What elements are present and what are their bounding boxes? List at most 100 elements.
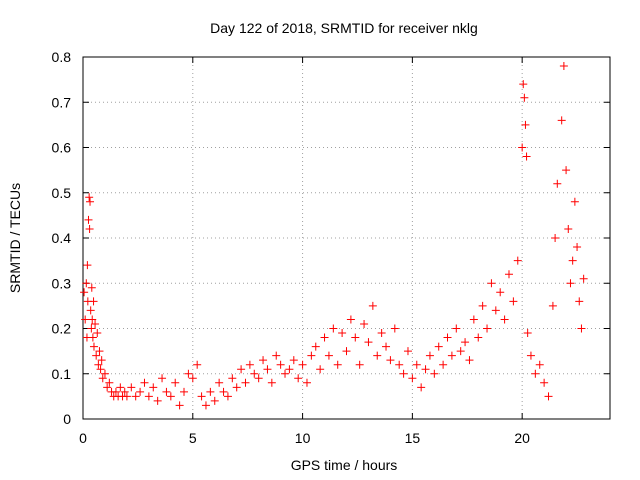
data-point xyxy=(302,378,311,387)
data-point xyxy=(87,324,96,333)
data-point xyxy=(193,360,202,369)
data-point xyxy=(166,392,175,401)
data-point xyxy=(82,279,91,288)
data-point xyxy=(81,315,90,324)
y-tick-label: 0.7 xyxy=(52,94,72,110)
data-point xyxy=(575,297,584,306)
x-tick-label: 5 xyxy=(189,430,197,446)
data-point xyxy=(573,243,582,252)
data-point xyxy=(509,297,518,306)
x-tick-label: 20 xyxy=(514,430,530,446)
data-point xyxy=(184,369,193,378)
grid xyxy=(83,57,610,419)
data-point xyxy=(342,347,351,356)
data-point xyxy=(80,288,89,297)
data-point xyxy=(228,374,237,383)
data-point xyxy=(158,374,167,383)
data-point xyxy=(504,270,513,279)
data-point xyxy=(254,374,263,383)
data-point xyxy=(360,319,369,328)
data-point xyxy=(93,329,102,338)
data-point xyxy=(86,306,95,315)
data-point xyxy=(403,347,412,356)
data-point xyxy=(520,93,529,102)
data-point xyxy=(518,143,527,152)
data-point xyxy=(351,333,360,342)
data-point xyxy=(289,356,298,365)
data-point xyxy=(87,283,96,292)
data-points xyxy=(80,62,588,410)
y-tick-label: 0 xyxy=(63,411,71,427)
data-point xyxy=(540,378,549,387)
data-point xyxy=(355,360,364,369)
data-point xyxy=(425,351,434,360)
data-point xyxy=(568,256,577,265)
data-point xyxy=(86,197,95,206)
data-point xyxy=(526,351,535,360)
data-point xyxy=(338,329,347,338)
data-point xyxy=(219,387,228,396)
data-point xyxy=(386,356,395,365)
data-point xyxy=(399,369,408,378)
y-tick-label: 0.5 xyxy=(52,185,72,201)
data-point xyxy=(171,378,180,387)
data-point xyxy=(175,401,184,410)
data-point xyxy=(232,383,241,392)
data-point xyxy=(452,324,461,333)
y-tick-label: 0.3 xyxy=(52,275,72,291)
data-point xyxy=(553,179,562,188)
data-point xyxy=(522,152,531,161)
data-point xyxy=(566,279,575,288)
data-point xyxy=(98,374,107,383)
data-point xyxy=(570,197,579,206)
data-point xyxy=(390,324,399,333)
data-point xyxy=(272,351,281,360)
data-point xyxy=(395,360,404,369)
data-point xyxy=(245,360,254,369)
x-tick-label: 0 xyxy=(79,430,87,446)
data-point xyxy=(85,224,94,233)
data-point xyxy=(491,306,500,315)
data-point xyxy=(188,374,197,383)
data-point xyxy=(346,315,355,324)
y-tick-label: 0.4 xyxy=(52,230,72,246)
data-point xyxy=(500,315,509,324)
data-point xyxy=(557,116,566,125)
data-point xyxy=(447,351,456,360)
data-point xyxy=(120,387,129,396)
data-point xyxy=(263,365,272,374)
data-point xyxy=(92,351,101,360)
data-point xyxy=(324,351,333,360)
x-axis-label: GPS time / hours xyxy=(291,457,398,473)
data-point xyxy=(285,365,294,374)
data-point xyxy=(83,261,92,270)
data-point xyxy=(105,378,114,387)
data-point xyxy=(544,392,553,401)
data-point xyxy=(487,279,496,288)
data-point xyxy=(316,365,325,374)
data-point xyxy=(519,80,528,89)
data-point xyxy=(368,301,377,310)
data-point xyxy=(100,369,109,378)
data-point xyxy=(412,360,421,369)
data-point xyxy=(430,369,439,378)
data-point xyxy=(408,374,417,383)
data-point xyxy=(559,62,568,71)
data-point xyxy=(88,333,97,342)
data-point xyxy=(153,396,162,405)
data-point xyxy=(276,360,285,369)
data-point xyxy=(180,387,189,396)
data-point xyxy=(562,166,571,175)
data-point xyxy=(364,338,373,347)
data-point xyxy=(456,347,465,356)
data-point xyxy=(91,319,100,328)
data-point xyxy=(298,360,307,369)
data-point xyxy=(241,378,250,387)
data-point xyxy=(564,224,573,233)
data-point xyxy=(95,347,104,356)
data-point xyxy=(210,396,219,405)
y-tick-label: 0.6 xyxy=(52,140,72,156)
data-point xyxy=(465,356,474,365)
data-point xyxy=(84,215,93,224)
